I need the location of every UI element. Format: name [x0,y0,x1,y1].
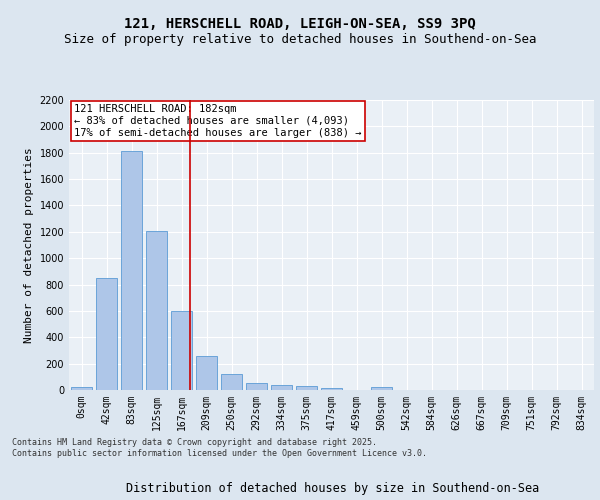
Text: Contains HM Land Registry data © Crown copyright and database right 2025.
Contai: Contains HM Land Registry data © Crown c… [12,438,427,458]
Bar [171,311,192,390]
Text: 121 HERSCHELL ROAD: 182sqm
← 83% of detached houses are smaller (4,093)
17% of s: 121 HERSCHELL ROAD: 182sqm ← 83% of deta… [74,104,362,138]
Bar [71,386,92,390]
Bar [146,230,167,390]
Bar [271,385,292,390]
Bar [221,374,242,390]
Bar [371,387,392,390]
Bar [246,384,267,390]
Bar [121,152,142,390]
Y-axis label: Number of detached properties: Number of detached properties [24,147,34,343]
Bar [96,278,117,390]
Bar [196,356,217,390]
Text: 121, HERSCHELL ROAD, LEIGH-ON-SEA, SS9 3PQ: 121, HERSCHELL ROAD, LEIGH-ON-SEA, SS9 3… [124,18,476,32]
Text: Distribution of detached houses by size in Southend-on-Sea: Distribution of detached houses by size … [127,482,539,495]
Text: Size of property relative to detached houses in Southend-on-Sea: Size of property relative to detached ho… [64,32,536,46]
Bar [321,388,342,390]
Bar [296,386,317,390]
